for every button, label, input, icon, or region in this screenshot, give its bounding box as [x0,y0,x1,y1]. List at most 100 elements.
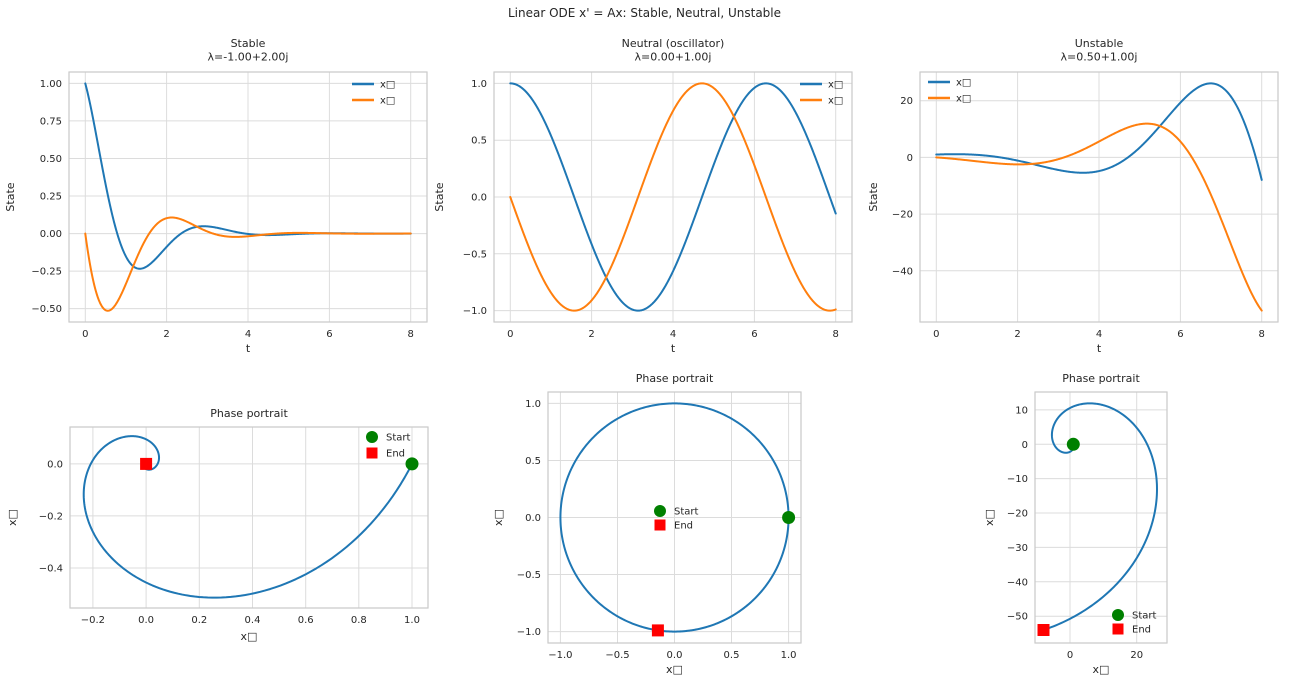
y-tick-label: −0.2 [39,511,63,522]
y-tick-label: −0.5 [463,249,487,260]
y-tick-label: 0.00 [40,229,62,240]
x-tick-label: 8 [408,329,414,340]
x-tick-label: 1.0 [404,615,420,626]
axes-frame [68,71,428,323]
legend-circle-swatch [366,431,378,443]
legend-square-swatch [654,519,666,531]
neutral-phase-portrait: −1.0 −0.5 0.0 0.5 1.0 1.0 0.5 0.0 −0.5 −1.0 Phase … [492,372,802,676]
y-tick-label: −40 [1007,577,1028,588]
y-tick-label: −1.0 [463,306,487,317]
legend-label: x□ [828,80,843,91]
unstable-phase-portrait: 0 20 10 0 −10 −20 −30 −40 −50 Phase portrait x□ x□ S… [983,372,1168,676]
y-tick-label: −0.4 [39,564,63,575]
legend-square-swatch [366,447,378,459]
y-tick-label: 0.0 [525,513,541,524]
legend-circle-swatch [654,505,666,517]
x-axis-label: x□ [1093,663,1110,676]
legend-square-swatch [1112,623,1124,635]
x-tick-label: 0.5 [724,650,740,661]
y-tick-label: 10 [1015,405,1028,416]
unstable-timeseries-curve [935,122,1263,312]
x-tick-label: 0.0 [667,650,683,661]
x-tick-label: 0.0 [138,615,154,626]
x-tick-label: 4 [1096,329,1102,340]
x-tick-label: 6 [326,329,332,340]
y-tick-label: 1.0 [525,399,541,410]
legend-label: Start [1132,611,1157,622]
x-tick-label: 8 [1259,329,1265,340]
x-tick-label: 0 [507,329,513,340]
y-tick-label: 0.75 [40,116,62,127]
neutral-timeseries-curve [509,82,837,312]
subplot-title: Phase portrait [1062,372,1140,385]
legend-label: x□ [828,96,843,107]
x-tick-label: 1.0 [781,650,797,661]
x-tick-label: 4 [245,329,251,340]
x-tick-label: −0.5 [605,650,629,661]
y-tick-label: −0.5 [517,570,541,581]
neutral-timeseries: 0 2 4 6 8 1.0 0.5 0.0 −0.5 −1.0 Neutral (oscillato… [433,37,853,355]
legend-label: Start [386,433,411,444]
y-tick-label: −50 [1007,612,1028,623]
x-tick-label: −0.2 [81,615,105,626]
y-axis-label: State [4,182,17,211]
start-marker [405,457,419,471]
y-tick-label: 0.5 [525,456,541,467]
subplot-title: λ=-1.00+2.00j [208,51,289,64]
subplot-title: Stable [231,37,266,50]
y-tick-label: 0 [907,153,913,164]
y-tick-label: −40 [892,266,913,277]
y-tick-label: 0 [1022,440,1028,451]
end-marker [651,624,664,637]
y-axis-label: x□ [983,509,996,526]
subplot-title: Neutral (oscillator) [622,37,725,50]
x-tick-label: 0 [1067,650,1073,661]
y-tick-label: −20 [1007,509,1028,520]
subplot-title: Unstable [1075,37,1124,50]
subplot-title: λ=0.00+1.00j [635,51,712,64]
x-axis-label: x□ [241,630,258,643]
x-axis-label: x□ [666,663,683,676]
x-tick-label: 0 [933,329,939,340]
unstable-timeseries-curve [935,82,1263,181]
y-tick-label: 1.00 [40,79,62,90]
y-tick-label: −30 [1007,543,1028,554]
x-tick-label: 20 [1130,650,1143,661]
axes-frame [919,71,1279,323]
stable-timeseries: 0 2 4 6 8 1.00 0.75 0.50 0.25 0.00 −0.25 −0.50 Stabl… [4,37,428,355]
x-tick-label: 0 [82,329,88,340]
x-axis-label: t [246,342,251,355]
stable-timeseries-curve [84,216,412,312]
stable-phase-portrait-curve [82,435,414,599]
subplot-title: Phase portrait [210,407,288,420]
x-tick-label: 6 [1177,329,1183,340]
x-tick-label: 2 [1014,329,1020,340]
x-tick-label: 8 [833,329,839,340]
x-tick-label: 0.4 [245,615,261,626]
x-tick-label: 2 [163,329,169,340]
y-tick-label: 1.0 [471,79,487,90]
x-tick-label: −1.0 [548,650,572,661]
y-axis-label: x□ [492,509,505,526]
legend-label: End [674,521,693,532]
legend-label: x□ [380,80,395,91]
x-tick-label: 0.6 [298,615,314,626]
legend-label: x□ [956,94,971,105]
y-tick-label: −0.25 [31,267,62,278]
figure-suptitle: Linear ODE x' = Ax: Stable, Neutral, Uns… [507,6,782,20]
x-tick-label: 0.8 [351,615,367,626]
x-tick-label: 4 [670,329,676,340]
y-axis-label: State [867,182,880,211]
legend-label: Start [674,507,699,518]
legend-label: End [1132,625,1151,636]
x-tick-label: 2 [588,329,594,340]
y-tick-label: −0.50 [31,304,62,315]
legend-label: x□ [380,96,395,107]
axes-frame [1034,391,1168,644]
y-tick-label: −20 [892,210,913,221]
subplot-title: Phase portrait [636,372,714,385]
neutral-phase-portrait-curve [559,402,790,633]
